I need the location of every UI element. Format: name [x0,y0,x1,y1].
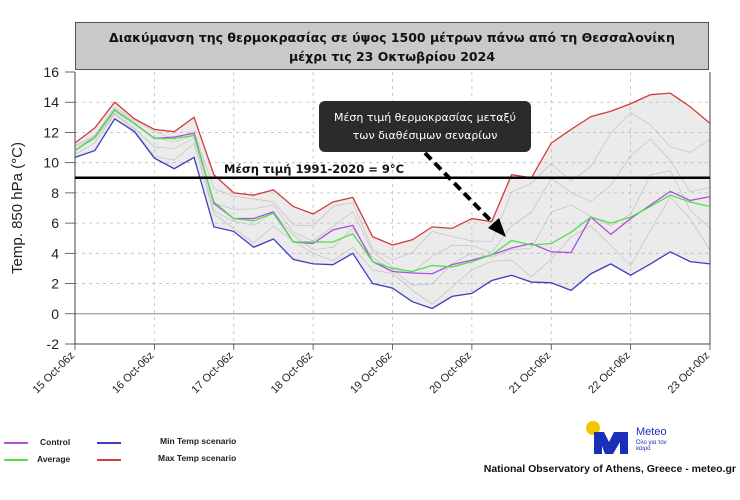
chart-title: Διακύμανση της θερμοκρασίας σε ύψος 1500… [75,22,709,70]
x-tick-label: 21 Oct-06z [507,350,554,397]
meteo-logo [586,421,628,454]
y-tick-label: 14 [43,94,59,110]
legend-label-min: Min Temp scenario [160,436,237,446]
logo-word: Meteo [636,426,667,438]
y-axis-label: Temp. 850 hPa (°C) [9,142,26,274]
x-tick-label: 23 Oct-00z [666,350,713,397]
footer-credit: National Observatory of Athens, Greece -… [483,463,736,475]
reference-line-label: Μέση τιμή 1991-2020 = 9°C [224,162,404,176]
y-tick-label: 2 [51,276,59,292]
legend-swatch-max [97,459,121,461]
callout-text-line-1: Μέση τιμή θερμοκρασίας μεταξύ [334,111,516,124]
legend-label-max: Max Temp scenario [158,453,237,463]
title-line-1: Διακύμανση της θερμοκρασίας σε ύψος 1500… [109,30,675,45]
callout-text-line-2: των διαθέσιμων σεναρίων [353,129,498,142]
series-line-max-temp-scenario [74,92,711,246]
series-line-control [74,108,711,275]
legend-swatch-control [4,442,28,444]
legend-label-average: Average [37,454,71,464]
series-line-min-temp-scenario [74,117,711,310]
y-tick-label: 16 [43,64,59,80]
callout-arrow-shaft [423,151,498,228]
title-line-2: μέχρι τις 23 Οκτωβρίου 2024 [288,49,496,64]
logo-m-icon [594,432,628,454]
x-tick-label: 16 Oct-06z [110,350,157,397]
legend-swatch-min [97,442,121,444]
ensemble-member-line [74,106,711,261]
x-tick-label: 17 Oct-06z [189,350,236,397]
y-tick-label: -2 [47,336,60,352]
legend-label-control: Control [40,437,71,447]
x-tick-label: 18 Oct-06z [269,350,316,397]
y-tick-label: 8 [51,185,59,201]
callout-arrow-head-icon [488,218,506,237]
y-tick-label: 12 [43,124,59,140]
x-tick-label: 22 Oct-06z [586,350,633,397]
y-tick-label: 0 [51,306,59,322]
logo-sun-icon [586,421,600,435]
logo-tagline: Όλο για τον καιρό [636,440,667,452]
x-tick-label: 19 Oct-06z [348,350,395,397]
plot-area: -2 0 2 4 6 8 10 12 14 16 15 Oct-06z 16 Oct-06z 17 Oc… [9,64,712,396]
ensemble-member-line [74,110,711,273]
x-tick-label: 15 Oct-06z [31,350,78,397]
legend-swatch-average [4,459,28,461]
ensemble-member-line [74,113,711,305]
y-tick-label: 4 [51,245,59,261]
y-tick-label: 10 [43,155,59,171]
callout-box [319,101,531,152]
series-line-average [74,108,711,273]
y-tick-label: 6 [51,215,59,231]
x-tick-label: 20 Oct-06z [427,350,474,397]
